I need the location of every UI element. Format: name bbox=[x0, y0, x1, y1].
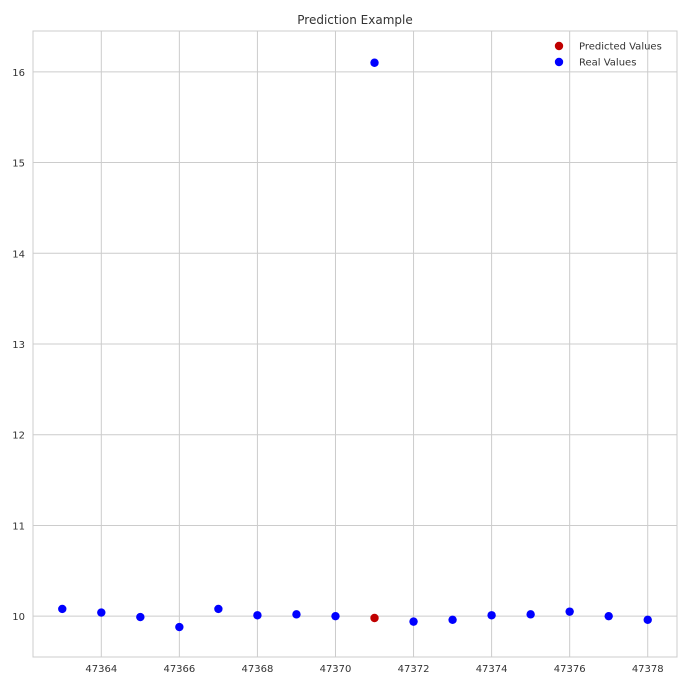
point-real-values bbox=[97, 608, 106, 617]
point-real-values bbox=[604, 611, 613, 621]
legend: Predicted Values Real Values bbox=[554, 41, 662, 69]
chart-title: Prediction Example bbox=[297, 13, 413, 27]
point-real-values bbox=[58, 604, 67, 614]
x-tick-label: 47378 bbox=[632, 664, 664, 675]
y-tick-label: 13 bbox=[12, 340, 25, 351]
y-tick-label: 12 bbox=[12, 431, 25, 442]
point-real-values bbox=[565, 607, 574, 616]
point-real-values bbox=[136, 612, 145, 622]
y-tick-label: 16 bbox=[12, 68, 25, 79]
y-tick-label: 14 bbox=[12, 249, 25, 260]
point-real-values bbox=[175, 622, 184, 632]
y-tick-label: 15 bbox=[12, 159, 25, 170]
x-tick-label: 47368 bbox=[242, 664, 274, 675]
point-real-values bbox=[292, 610, 301, 619]
legend-marker-predicted-values bbox=[554, 41, 564, 51]
x-tick-label: 47366 bbox=[163, 664, 195, 675]
x-tick-label: 47370 bbox=[320, 664, 352, 675]
x-tick-label: 47374 bbox=[476, 664, 508, 675]
y-tick-label: 10 bbox=[12, 612, 25, 623]
legend-marker-real-values bbox=[554, 57, 564, 67]
data-points bbox=[58, 58, 652, 632]
point-real-values bbox=[331, 611, 340, 621]
x-tick-label: 47376 bbox=[554, 664, 586, 675]
point-real-values bbox=[448, 615, 457, 625]
point-real-values bbox=[487, 611, 496, 620]
point-real-values bbox=[643, 615, 652, 625]
point-real-values bbox=[214, 604, 223, 614]
point-real-values bbox=[253, 611, 262, 620]
x-tick-label: 47372 bbox=[398, 664, 430, 675]
point-real-values bbox=[526, 610, 535, 619]
x-tick-label: 47364 bbox=[85, 664, 117, 675]
point-real-values bbox=[370, 58, 379, 67]
legend-label-predicted-values: Predicted Values bbox=[579, 42, 662, 53]
point-predicted-values bbox=[370, 613, 379, 623]
point-real-values bbox=[409, 617, 418, 626]
y-tick-label: 11 bbox=[12, 521, 25, 532]
tick-labels: 47364 47366 47368 47370 47372 47374 47376 47378… bbox=[12, 68, 663, 675]
legend-label-real-values: Real Values bbox=[579, 58, 636, 69]
